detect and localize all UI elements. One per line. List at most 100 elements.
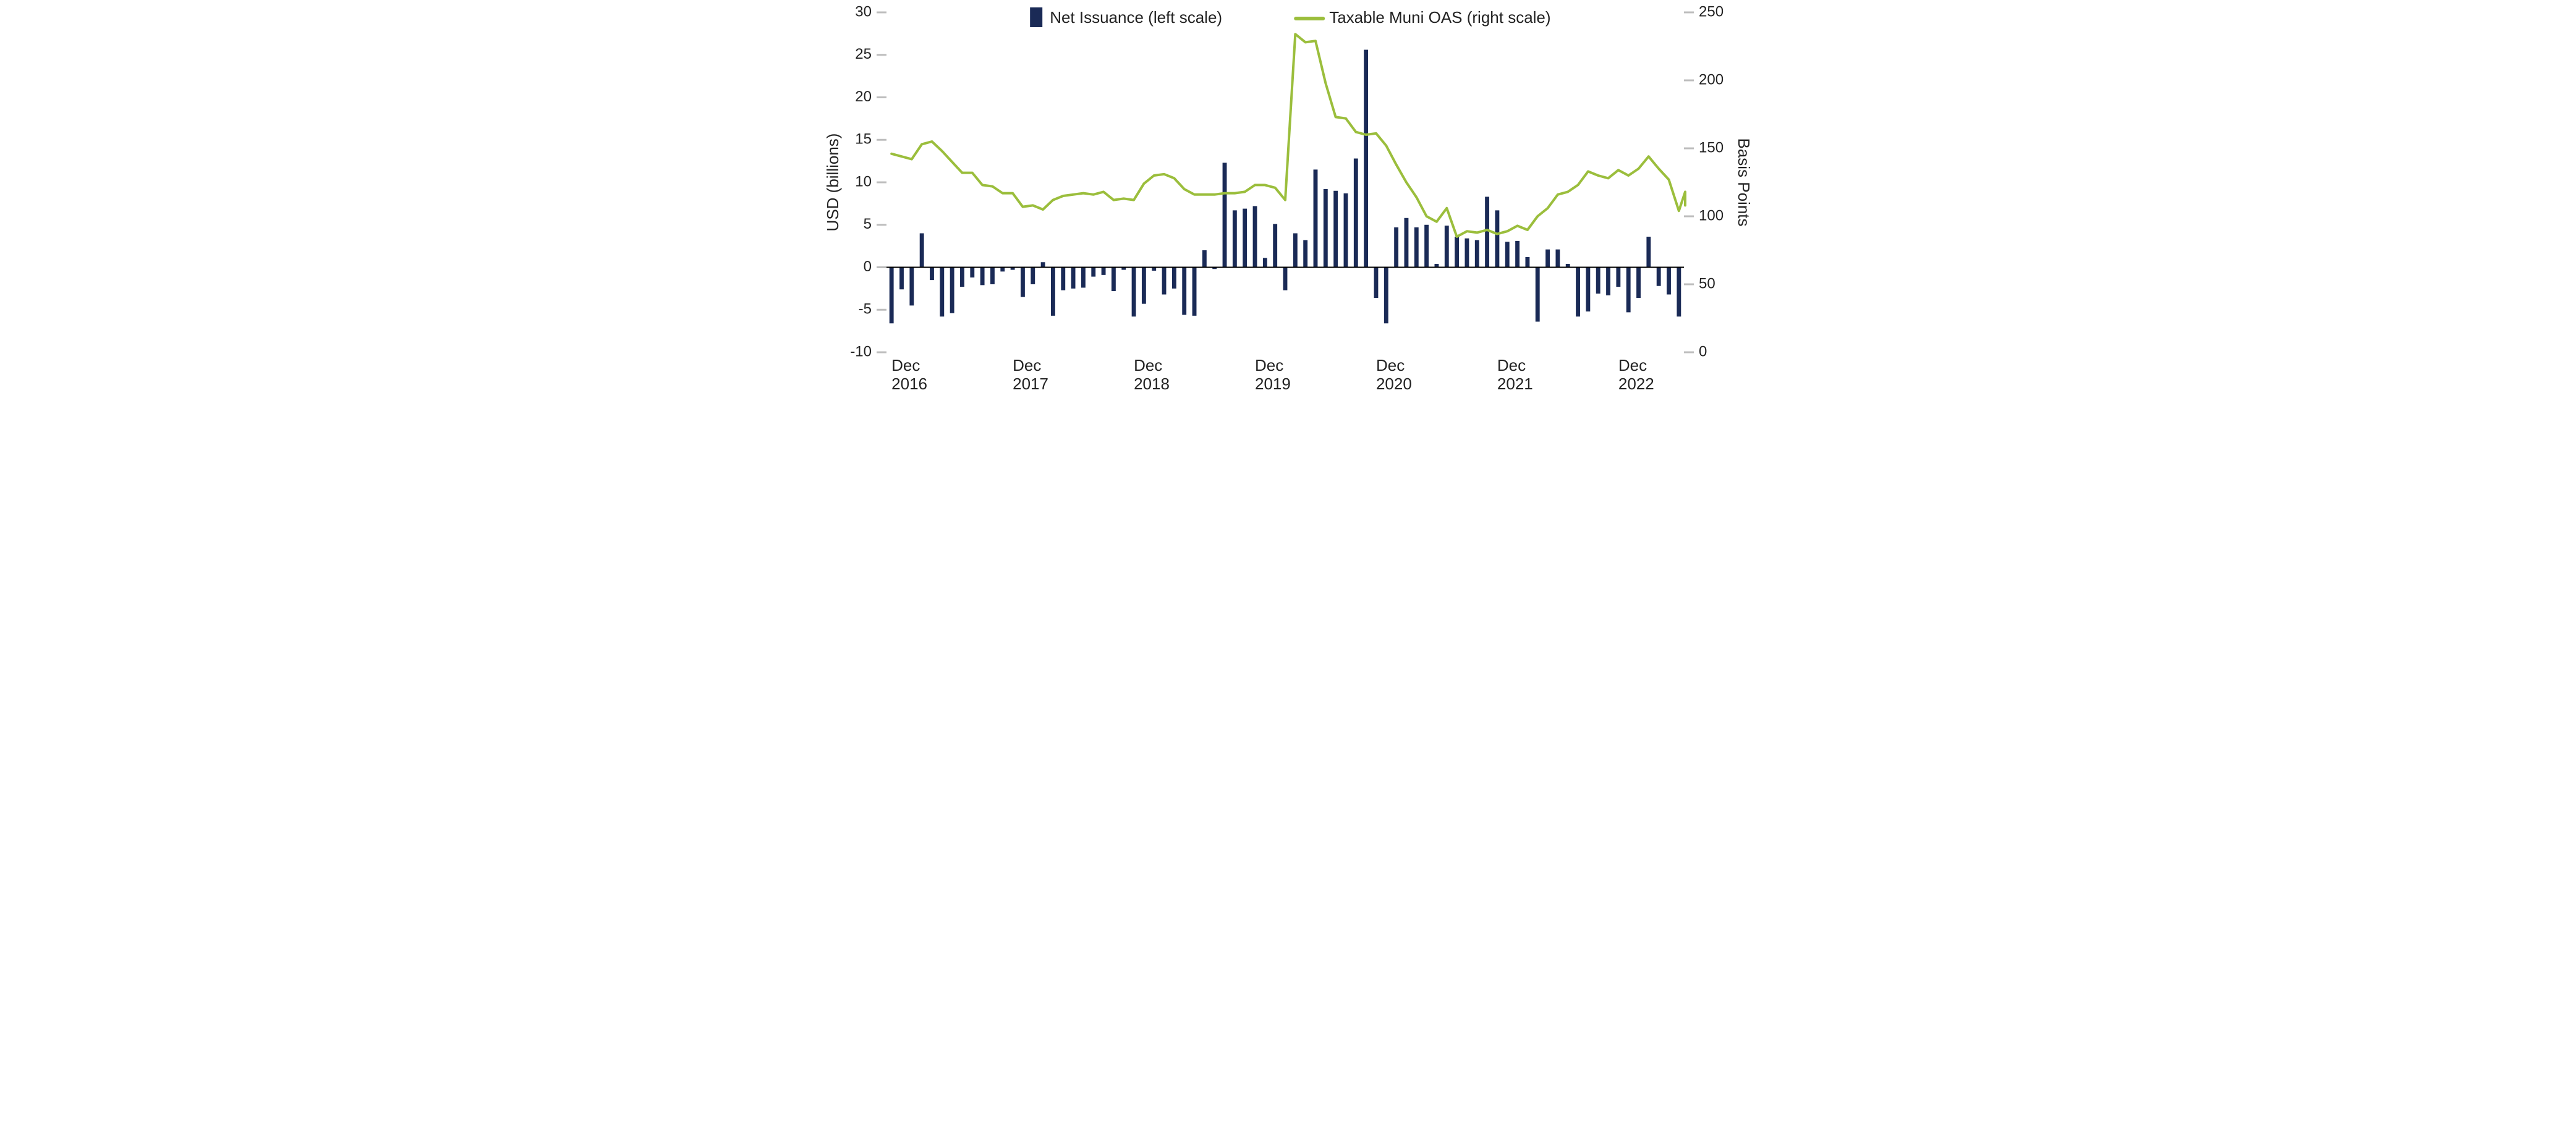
bar [1171,268,1176,289]
bar [1495,210,1499,267]
bar [1667,268,1671,295]
y-right-tick-label: 250 [1699,3,1724,20]
bar [889,268,893,324]
y-left-tick-label: 0 [863,258,871,275]
x-tick-label: 2017 [1013,374,1048,393]
x-tick-label: Dec [1134,356,1162,374]
bar [1525,257,1529,268]
bar [1323,189,1327,268]
bar [1182,268,1186,315]
legend-label: Taxable Muni OAS (right scale) [1329,8,1550,27]
bar [1394,227,1398,268]
x-tick-label: Dec [1497,356,1525,374]
bar [1081,268,1085,288]
bar [1273,224,1277,267]
y-right-tick-label: 200 [1699,71,1724,88]
y-left-tick-label: 5 [863,216,871,232]
bar [1333,191,1338,268]
bar [1111,268,1115,292]
bar [1101,268,1105,275]
bar [1485,197,1489,267]
y-right-tick-label: 100 [1699,207,1724,224]
x-tick-label: 2021 [1497,374,1532,393]
bar [1202,250,1206,268]
bar [1343,193,1348,268]
x-tick-label: Dec [1013,356,1041,374]
bar [1535,268,1539,322]
y-left-tick-label: 15 [855,131,872,148]
bar [1636,268,1641,298]
bar [1616,268,1620,287]
bar [1384,268,1388,324]
bar [1545,250,1550,268]
bar [1424,225,1429,268]
bar [1252,206,1257,268]
y-right-title: Basis Points [1735,138,1752,226]
bar [1192,268,1196,316]
y-left-tick-label: 30 [855,3,872,20]
x-tick-label: Dec [1375,356,1404,374]
bar [1404,218,1408,268]
x-tick-label: 2016 [891,374,927,393]
bar [1293,234,1297,268]
bar [950,268,954,313]
bar [1222,163,1226,267]
bar [1374,268,1378,298]
bar [1071,268,1075,289]
bar [1243,209,1247,268]
bar [1474,240,1479,268]
bar [1162,268,1166,295]
dual-axis-chart: -10-5051015202530050100150200250Dec2016D… [825,0,1752,408]
y-left-title: USD (billions) [825,133,842,232]
bar [909,268,914,306]
y-left-tick-label: 25 [855,46,872,62]
bar [1303,240,1307,268]
x-tick-label: 2020 [1375,374,1411,393]
bar [1455,237,1459,268]
bar [980,268,984,286]
bar [919,234,924,268]
bar [1232,210,1236,267]
bar [1353,159,1358,268]
bar [1262,258,1267,267]
y-right-tick-label: 150 [1699,139,1724,156]
bar [930,268,934,281]
bar [1141,268,1146,304]
bar [1000,268,1005,272]
legend-swatch-bar [1030,7,1042,27]
x-tick-label: Dec [1618,356,1646,374]
bar [990,268,995,285]
bar [1061,268,1065,290]
bar [1515,241,1520,268]
x-tick-label: 2018 [1134,374,1170,393]
bar [1596,268,1600,294]
bar [1313,169,1317,267]
bar [1677,268,1681,317]
x-tick-label: Dec [891,356,920,374]
x-tick-label: Dec [1255,356,1283,374]
x-tick-label: 2019 [1255,374,1291,393]
bar [1576,268,1580,317]
bar [1040,262,1045,267]
y-left-tick-label: -5 [858,301,871,318]
bar [1051,268,1055,316]
bar [960,268,964,287]
bar [970,268,974,278]
x-tick-label: 2022 [1618,374,1654,393]
bar [1606,268,1610,295]
chart-container: -10-5051015202530050100150200250Dec2016D… [825,0,1752,408]
bar [1414,227,1418,268]
bar [1091,268,1095,277]
legend-label: Net Issuance (left scale) [1050,8,1222,27]
bar [1283,268,1287,290]
y-left-tick-label: 20 [855,88,872,105]
y-left-tick-label: 10 [855,173,872,190]
bar [1031,268,1035,285]
bar [1626,268,1630,313]
bar [1656,268,1660,286]
bar [1021,268,1025,297]
bar [1464,239,1469,268]
y-right-tick-label: 0 [1699,343,1707,360]
bar [1444,226,1448,267]
bar [1646,237,1651,268]
